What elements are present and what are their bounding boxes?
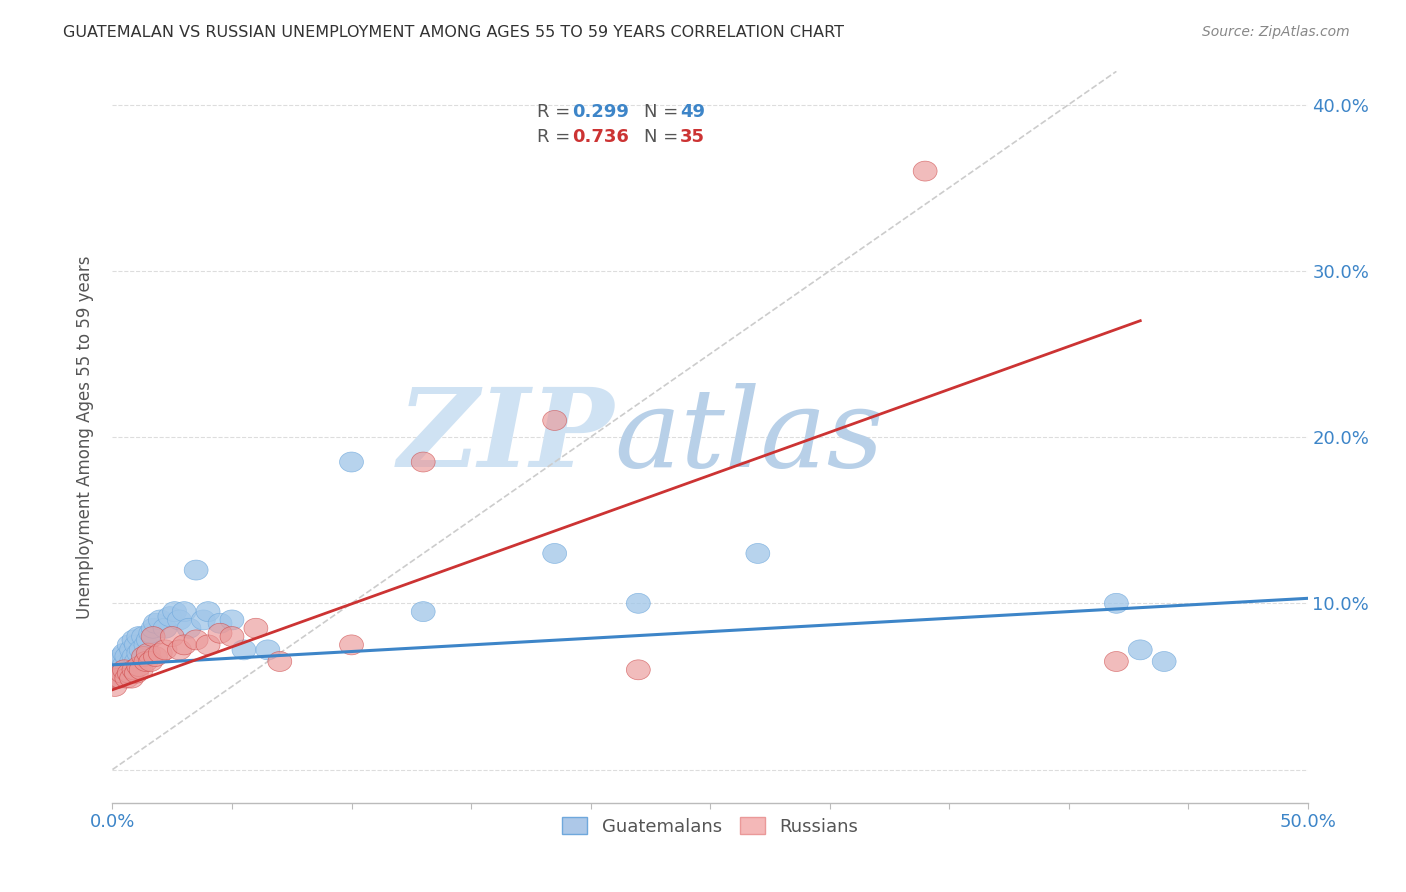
Ellipse shape — [627, 660, 651, 680]
Ellipse shape — [256, 640, 280, 660]
Ellipse shape — [120, 668, 143, 688]
Text: 0.299: 0.299 — [572, 103, 630, 120]
Ellipse shape — [134, 651, 157, 672]
Legend: Guatemalans, Russians: Guatemalans, Russians — [553, 808, 868, 845]
Ellipse shape — [122, 660, 146, 680]
Ellipse shape — [110, 660, 134, 680]
Ellipse shape — [914, 161, 938, 181]
Text: N =: N = — [644, 128, 685, 146]
Ellipse shape — [115, 647, 139, 666]
Text: 0.736: 0.736 — [572, 128, 630, 146]
Ellipse shape — [184, 630, 208, 650]
Ellipse shape — [110, 647, 134, 666]
Ellipse shape — [124, 651, 149, 672]
Ellipse shape — [124, 663, 149, 683]
Ellipse shape — [105, 660, 129, 680]
Ellipse shape — [127, 643, 150, 663]
Ellipse shape — [124, 635, 149, 655]
Ellipse shape — [173, 635, 197, 655]
Text: Source: ZipAtlas.com: Source: ZipAtlas.com — [1202, 25, 1350, 39]
Ellipse shape — [149, 643, 173, 663]
Ellipse shape — [108, 651, 132, 672]
Ellipse shape — [157, 607, 181, 626]
Ellipse shape — [129, 640, 153, 660]
Ellipse shape — [129, 660, 153, 680]
Ellipse shape — [412, 452, 436, 472]
Ellipse shape — [340, 452, 364, 472]
Text: R =: R = — [537, 103, 575, 120]
Ellipse shape — [141, 618, 165, 639]
Ellipse shape — [112, 655, 136, 674]
Ellipse shape — [139, 651, 163, 672]
Ellipse shape — [245, 618, 269, 639]
Ellipse shape — [132, 647, 156, 666]
Ellipse shape — [141, 626, 165, 647]
Ellipse shape — [543, 543, 567, 564]
Ellipse shape — [208, 614, 232, 633]
Ellipse shape — [163, 601, 187, 622]
Ellipse shape — [232, 640, 256, 660]
Ellipse shape — [173, 601, 197, 622]
Ellipse shape — [184, 560, 208, 580]
Ellipse shape — [1129, 640, 1153, 660]
Ellipse shape — [103, 668, 127, 688]
Ellipse shape — [143, 614, 167, 633]
Ellipse shape — [149, 610, 173, 630]
Ellipse shape — [134, 635, 157, 655]
Text: R =: R = — [537, 128, 575, 146]
Ellipse shape — [110, 663, 134, 683]
Ellipse shape — [122, 647, 146, 666]
Text: ZIP: ZIP — [398, 384, 614, 491]
Ellipse shape — [136, 630, 160, 650]
Ellipse shape — [108, 663, 132, 683]
Ellipse shape — [543, 410, 567, 431]
Ellipse shape — [108, 668, 132, 688]
Ellipse shape — [115, 668, 139, 688]
Ellipse shape — [103, 676, 127, 697]
Ellipse shape — [153, 640, 177, 660]
Text: N =: N = — [644, 103, 685, 120]
Ellipse shape — [115, 660, 139, 680]
Ellipse shape — [132, 626, 156, 647]
Ellipse shape — [117, 660, 141, 680]
Ellipse shape — [117, 635, 141, 655]
Ellipse shape — [153, 618, 177, 639]
Ellipse shape — [197, 635, 221, 655]
Ellipse shape — [191, 610, 215, 630]
Ellipse shape — [143, 647, 167, 666]
Ellipse shape — [117, 663, 141, 683]
Ellipse shape — [136, 643, 160, 663]
Ellipse shape — [112, 643, 136, 663]
Ellipse shape — [120, 651, 143, 672]
Ellipse shape — [269, 651, 292, 672]
Text: 35: 35 — [681, 128, 706, 146]
Ellipse shape — [127, 626, 150, 647]
Ellipse shape — [1153, 651, 1177, 672]
Ellipse shape — [197, 601, 221, 622]
Text: GUATEMALAN VS RUSSIAN UNEMPLOYMENT AMONG AGES 55 TO 59 YEARS CORRELATION CHART: GUATEMALAN VS RUSSIAN UNEMPLOYMENT AMONG… — [63, 25, 844, 40]
Ellipse shape — [627, 593, 651, 614]
Ellipse shape — [208, 624, 232, 643]
Ellipse shape — [219, 610, 245, 630]
Ellipse shape — [112, 660, 136, 680]
Ellipse shape — [219, 626, 245, 647]
Ellipse shape — [1105, 593, 1129, 614]
Ellipse shape — [167, 640, 191, 660]
Text: atlas: atlas — [614, 384, 884, 491]
Y-axis label: Unemployment Among Ages 55 to 59 years: Unemployment Among Ages 55 to 59 years — [76, 255, 94, 619]
Ellipse shape — [120, 640, 143, 660]
Text: 49: 49 — [681, 103, 706, 120]
Ellipse shape — [177, 618, 201, 639]
Ellipse shape — [340, 635, 364, 655]
Ellipse shape — [747, 543, 770, 564]
Ellipse shape — [139, 624, 163, 643]
Ellipse shape — [105, 668, 129, 688]
Ellipse shape — [167, 610, 191, 630]
Ellipse shape — [412, 601, 436, 622]
Ellipse shape — [1105, 651, 1129, 672]
Ellipse shape — [160, 626, 184, 647]
Ellipse shape — [122, 630, 146, 650]
Ellipse shape — [127, 657, 150, 676]
